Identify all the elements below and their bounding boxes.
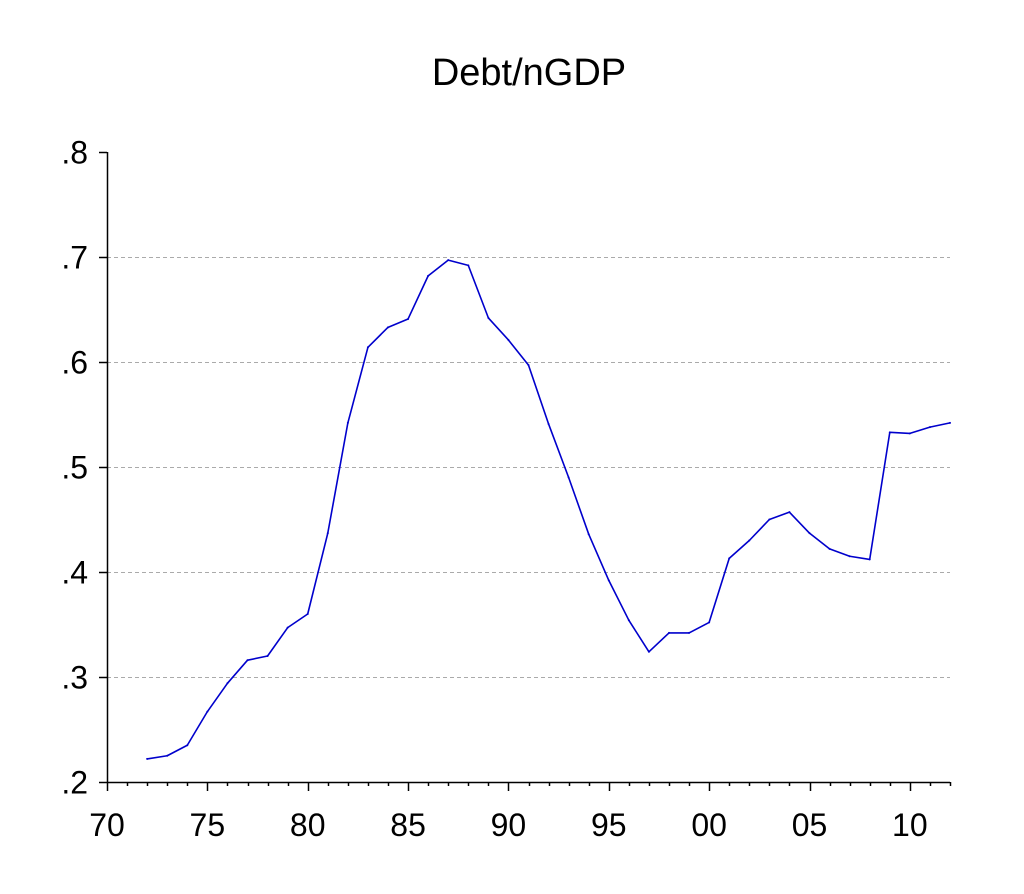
y-tick-label: .6	[61, 345, 88, 381]
x-tick-label: 10	[892, 807, 928, 843]
data-point	[407, 317, 410, 320]
data-point	[868, 558, 871, 561]
data-point	[928, 426, 931, 429]
series-layer	[146, 259, 951, 760]
data-point	[447, 259, 450, 262]
series-line	[147, 259, 951, 760]
data-point	[768, 518, 771, 521]
y-tick-label: .8	[61, 135, 88, 171]
data-point	[306, 613, 309, 615]
data-point	[326, 532, 329, 535]
data-point	[246, 659, 249, 662]
data-point	[647, 650, 650, 653]
data-point	[848, 555, 851, 558]
data-point	[728, 557, 731, 560]
x-tick-label: 75	[190, 807, 226, 843]
data-point	[748, 539, 751, 542]
data-point	[186, 744, 189, 747]
data-point	[286, 626, 289, 629]
data-point	[949, 421, 951, 424]
x-tick-label: 95	[591, 807, 627, 843]
data-point	[427, 274, 430, 277]
y-tick-label: .5	[61, 450, 88, 486]
x-tick-label: 00	[691, 807, 727, 843]
data-point	[346, 421, 349, 424]
data-point	[808, 532, 811, 535]
data-point	[627, 619, 630, 622]
data-point	[708, 621, 711, 624]
data-point	[527, 364, 530, 367]
chart-title: Debt/nGDP	[431, 52, 627, 94]
data-point	[226, 682, 229, 685]
y-tick-label: .3	[61, 660, 88, 696]
data-point	[467, 264, 470, 267]
data-point	[828, 547, 831, 550]
data-point	[607, 579, 610, 582]
data-point	[547, 422, 550, 425]
data-point	[888, 431, 891, 434]
data-point	[567, 476, 570, 479]
x-tick-label: 90	[491, 807, 527, 843]
y-tick-label: .7	[61, 240, 88, 276]
axes	[99, 151, 952, 791]
y-tick-label: .2	[61, 765, 88, 801]
data-point	[146, 757, 149, 760]
data-point	[587, 533, 590, 536]
data-point	[507, 338, 510, 341]
data-point	[206, 710, 209, 713]
x-tick-label: 05	[792, 807, 828, 843]
data-point	[387, 326, 389, 329]
tick-labels: .2 .3 .4 .5 .6 .7 .8 70 75 80 85 90 95 00 05 10	[61, 135, 927, 844]
data-point	[366, 346, 369, 349]
data-point	[688, 631, 691, 634]
data-point	[908, 432, 911, 435]
data-point	[788, 511, 791, 514]
data-point	[668, 631, 670, 634]
data-point	[266, 655, 269, 657]
grid-lines	[107, 257, 950, 678]
data-point	[166, 754, 169, 757]
data-point	[487, 316, 490, 319]
x-tick-label: 85	[390, 807, 426, 843]
x-tick-label: 80	[290, 807, 326, 843]
x-tick-label: 70	[89, 807, 125, 843]
y-tick-label: .4	[61, 555, 88, 591]
